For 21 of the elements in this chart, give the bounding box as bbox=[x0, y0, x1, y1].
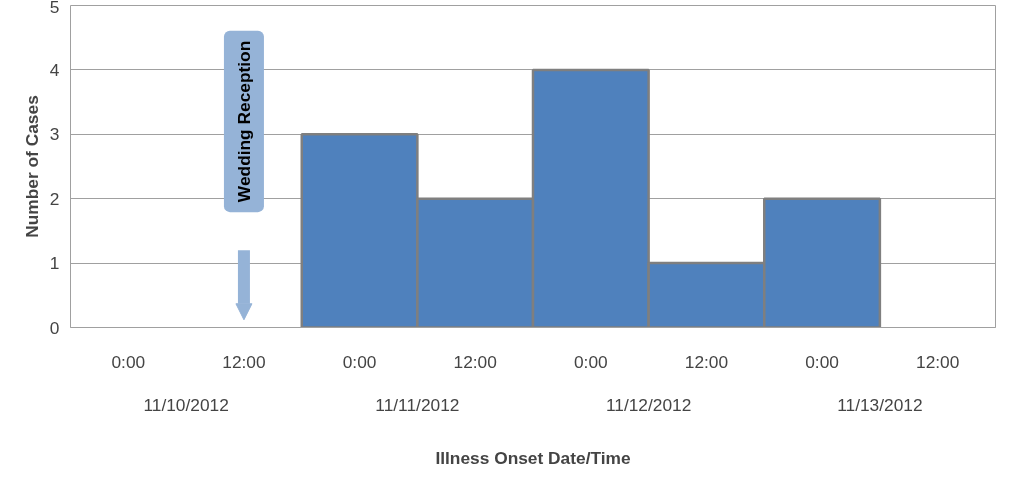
x-tick-label: 12:00 bbox=[684, 351, 729, 372]
y-tick-label: 5 bbox=[49, 0, 60, 17]
text: 11/10/2012 bbox=[143, 394, 229, 415]
x-tick-label: 12:00 bbox=[222, 351, 266, 372]
annotation: Wedding Reception bbox=[233, 40, 254, 203]
y-tick-label: 4 bbox=[49, 59, 60, 80]
x-tick-label: 0:00 bbox=[573, 351, 608, 372]
x-tick-label: 0:00 bbox=[805, 351, 839, 372]
y-tick-label: 1 bbox=[49, 253, 60, 274]
y-tick-label: 3 bbox=[49, 124, 60, 145]
x-tick-label: 12:00 bbox=[916, 351, 960, 372]
x-tick-label: 0:00 bbox=[111, 351, 146, 372]
x-axis-title: Illness Onset Date/Time bbox=[435, 447, 631, 468]
y-tick-label: 2 bbox=[49, 188, 60, 209]
x-tick-label: 0:00 bbox=[342, 351, 377, 372]
text: 11/12/2012 bbox=[605, 394, 692, 415]
y-tick-label: 0 bbox=[49, 317, 60, 338]
y-axis-title: Number of Cases bbox=[21, 95, 42, 238]
text: 11/11/2012 bbox=[375, 394, 460, 415]
text: 11/13/2012 bbox=[837, 394, 923, 415]
x-tick-label: 12:00 bbox=[453, 351, 497, 372]
